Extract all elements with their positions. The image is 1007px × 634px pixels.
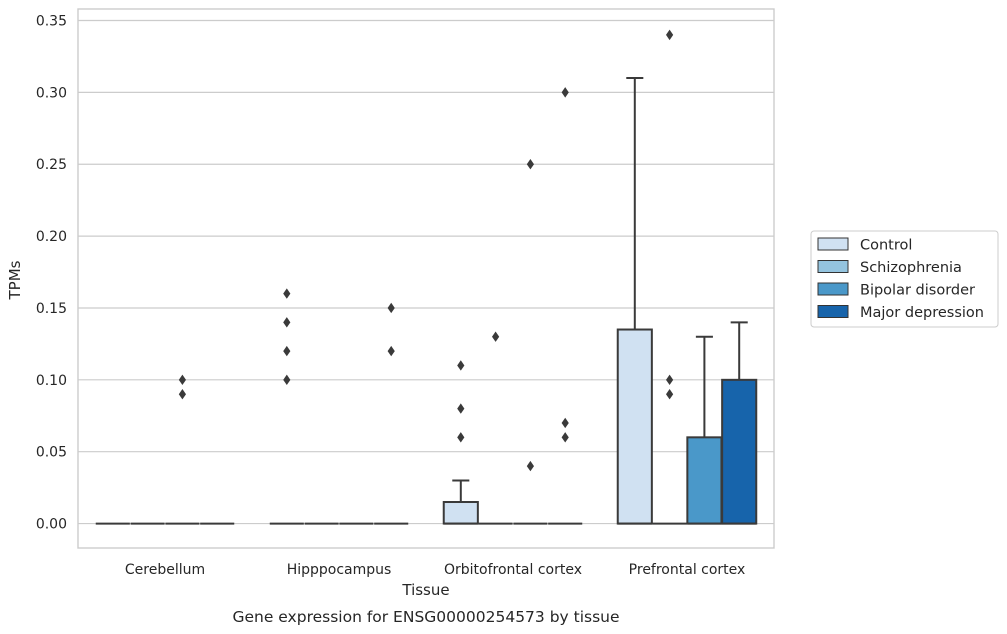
outlier-point xyxy=(283,288,291,299)
outlier-point xyxy=(666,374,674,386)
box-major-depression-orbitofrontal-cortex xyxy=(548,87,583,525)
outlier-point xyxy=(561,432,569,443)
plot-area xyxy=(78,9,774,548)
legend-item-bipolar-disorder: Bipolar disorder xyxy=(817,282,975,299)
y-tick-label: 0.35 xyxy=(36,13,67,29)
plot-frame xyxy=(77,8,775,549)
box-body xyxy=(686,436,723,525)
boxes-layer xyxy=(95,29,758,525)
outlier-point xyxy=(283,374,291,386)
outlier-point xyxy=(492,331,500,342)
box-control-orbitofrontal-cortex xyxy=(442,360,479,525)
legend-items: Control Schizophrenia Bipolar disorder Majo… xyxy=(817,237,984,321)
legend-label: Major depression xyxy=(860,305,984,321)
legend-label: Control xyxy=(860,238,912,254)
legend-swatch xyxy=(817,305,849,318)
y-axis-label: TPMs xyxy=(6,260,24,300)
legend-label: Schizophrenia xyxy=(860,260,962,276)
legend-item-major-depression: Major depression xyxy=(817,305,984,321)
x-tick-label: Cerebellum xyxy=(125,562,205,578)
legend-item-control: Control xyxy=(817,237,912,254)
box-schizophrenia-orbitofrontal-cortex xyxy=(478,331,513,525)
x-tick-label: Orbitofrontal cortex xyxy=(444,562,582,578)
outlier-point xyxy=(457,432,465,443)
outlier-point xyxy=(283,345,291,357)
legend-frame xyxy=(810,230,999,328)
box-body xyxy=(616,328,653,525)
y-tick-labels: 0.00 0.05 0.10 0.15 0.20 0.25 0.30 0.35 xyxy=(36,13,67,532)
y-tick-label: 0.00 xyxy=(36,517,67,533)
y-tick-label: 0.15 xyxy=(36,301,67,317)
box-control-hipppocampus xyxy=(269,288,304,525)
box-major-depression-prefrontal-cortex xyxy=(721,321,758,525)
legend-swatch xyxy=(817,237,849,251)
box-control-prefrontal-cortex xyxy=(616,76,653,525)
legend-swatch xyxy=(817,260,849,273)
box-bipolar-disorder-prefrontal-cortex xyxy=(686,335,723,525)
box-major-depression-hipppocampus xyxy=(374,302,409,525)
outlier-point xyxy=(457,360,465,371)
outlier-point xyxy=(666,389,674,400)
x-tick-label: Hipppocampus xyxy=(287,562,392,578)
legend-swatch xyxy=(817,282,849,296)
outlier-point xyxy=(457,403,465,414)
legend: Control Schizophrenia Bipolar disorder Majo… xyxy=(810,230,999,328)
legend-item-schizophrenia: Schizophrenia xyxy=(817,260,962,276)
outlier-point xyxy=(387,302,395,314)
outlier-point xyxy=(561,87,569,98)
x-tick-labels: Cerebellum Hipppocampus Orbitofrontal cort… xyxy=(125,562,745,578)
outlier-point xyxy=(526,460,534,472)
box-bipolar-disorder-orbitofrontal-cortex xyxy=(513,159,548,525)
box-body xyxy=(721,378,758,525)
outlier-point xyxy=(178,389,186,400)
chart-caption: Gene expression for ENSG00000254573 by t… xyxy=(232,608,619,626)
outlier-point xyxy=(666,29,674,41)
legend-label: Bipolar disorder xyxy=(860,283,975,299)
outlier-point xyxy=(283,317,291,328)
outlier-point xyxy=(387,345,395,357)
box-body xyxy=(442,501,479,525)
outlier-point xyxy=(561,417,569,429)
y-tick-label: 0.10 xyxy=(36,373,67,389)
box-schizophrenia-prefrontal-cortex xyxy=(652,29,687,525)
gridlines xyxy=(78,19,774,525)
outlier-point xyxy=(526,159,534,170)
x-axis-label: Tissue xyxy=(401,581,449,599)
outlier-point xyxy=(178,374,186,386)
y-tick-label: 0.20 xyxy=(36,229,67,245)
box-bipolar-disorder-cerebellum xyxy=(165,374,200,525)
y-tick-label: 0.25 xyxy=(36,157,67,173)
x-tick-label: Prefrontal cortex xyxy=(629,562,746,578)
y-tick-label: 0.30 xyxy=(36,85,67,101)
y-tick-label: 0.05 xyxy=(36,445,67,461)
